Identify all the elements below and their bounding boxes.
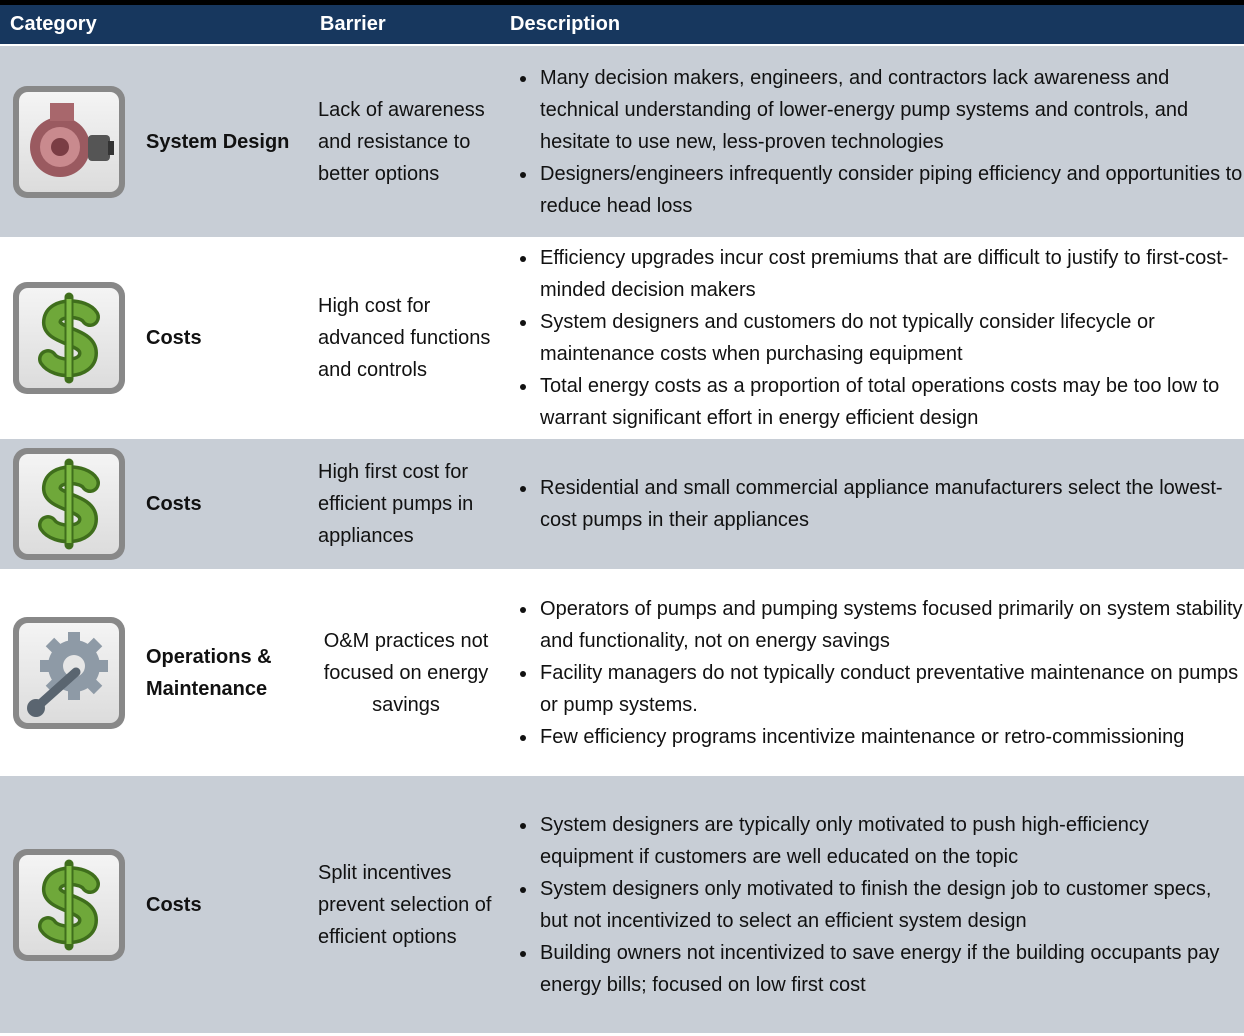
bullet-list: System designers are typically only moti… bbox=[500, 809, 1244, 1001]
bullet-item: Many decision makers, engineers, and con… bbox=[538, 62, 1244, 158]
bullet-item: Efficiency upgrades incur cost premiums … bbox=[538, 242, 1244, 306]
table-row: System Design Lack of awareness and resi… bbox=[0, 45, 1244, 239]
category-cell: Operations & Maintenance bbox=[140, 570, 311, 776]
description-cell: Efficiency upgrades incur cost premiums … bbox=[500, 238, 1244, 439]
dollar-icon bbox=[10, 445, 128, 563]
bullet-item: Residential and small commercial applian… bbox=[538, 472, 1244, 536]
bullet-list: Residential and small commercial applian… bbox=[500, 472, 1244, 536]
description-cell: Many decision makers, engineers, and con… bbox=[500, 45, 1244, 239]
icon-cell bbox=[0, 238, 140, 439]
category-cell: Costs bbox=[140, 238, 311, 439]
header-cell: Description bbox=[500, 5, 1244, 46]
table-row: Costs Split incentives prevent selection… bbox=[0, 775, 1244, 1035]
pump-icon bbox=[10, 83, 128, 201]
category-cell: Costs bbox=[140, 775, 311, 1035]
gear-icon bbox=[10, 614, 128, 732]
bullet-item: Designers/engineers infrequently conside… bbox=[538, 158, 1244, 222]
description-cell: Residential and small commercial applian… bbox=[500, 438, 1244, 571]
table-row: Operations & Maintenance O&M practices n… bbox=[0, 570, 1244, 776]
bullet-item: System designers are typically only moti… bbox=[538, 809, 1244, 873]
bullet-item: Building owners not incentivized to save… bbox=[538, 937, 1244, 1001]
icon-cell bbox=[0, 45, 140, 239]
bullet-list: Efficiency upgrades incur cost premiums … bbox=[500, 242, 1244, 434]
description-cell: Operators of pumps and pumping systems f… bbox=[500, 570, 1244, 776]
icon-cell bbox=[0, 775, 140, 1035]
bullet-item: Operators of pumps and pumping systems f… bbox=[538, 593, 1244, 657]
barrier-cell: High cost for advanced functions and con… bbox=[310, 238, 501, 439]
bullet-item: Total energy costs as a proportion of to… bbox=[538, 370, 1244, 434]
barrier-cell: O&M practices not focused on energy savi… bbox=[310, 570, 501, 776]
table-body: System Design Lack of awareness and resi… bbox=[0, 45, 1244, 1035]
bullet-item: System designers and customers do not ty… bbox=[538, 306, 1244, 370]
icon-cell bbox=[0, 570, 140, 776]
bullet-item: System designers only motivated to finis… bbox=[538, 873, 1244, 937]
dollar-icon bbox=[10, 846, 128, 964]
bullet-list: Many decision makers, engineers, and con… bbox=[500, 62, 1244, 222]
icon-cell bbox=[0, 438, 140, 571]
dollar-icon bbox=[10, 279, 128, 397]
barrier-cell: High first cost for efficient pumps in a… bbox=[310, 438, 501, 571]
barrier-cell: Split incentives prevent selection of ef… bbox=[310, 775, 501, 1035]
category-cell: Costs bbox=[140, 438, 311, 571]
table-row: Costs High first cost for efficient pump… bbox=[0, 438, 1244, 571]
bullet-list: Operators of pumps and pumping systems f… bbox=[500, 593, 1244, 753]
barrier-cell: Lack of awareness and resistance to bett… bbox=[310, 45, 501, 239]
header-cell: Barrier bbox=[310, 5, 501, 46]
category-cell: System Design bbox=[140, 45, 311, 239]
header-row: Category Barrier Description bbox=[0, 5, 1244, 46]
bullet-item: Few efficiency programs incentivize main… bbox=[538, 721, 1244, 753]
bullet-item: Facility managers do not typically condu… bbox=[538, 657, 1244, 721]
description-cell: System designers are typically only moti… bbox=[500, 775, 1244, 1035]
header-cell: Category bbox=[0, 5, 311, 46]
table-row: Costs High cost for advanced functions a… bbox=[0, 238, 1244, 439]
barrier-table: Category Barrier Description System Desi… bbox=[0, 5, 1244, 1035]
top-rule bbox=[0, 0, 1244, 5]
